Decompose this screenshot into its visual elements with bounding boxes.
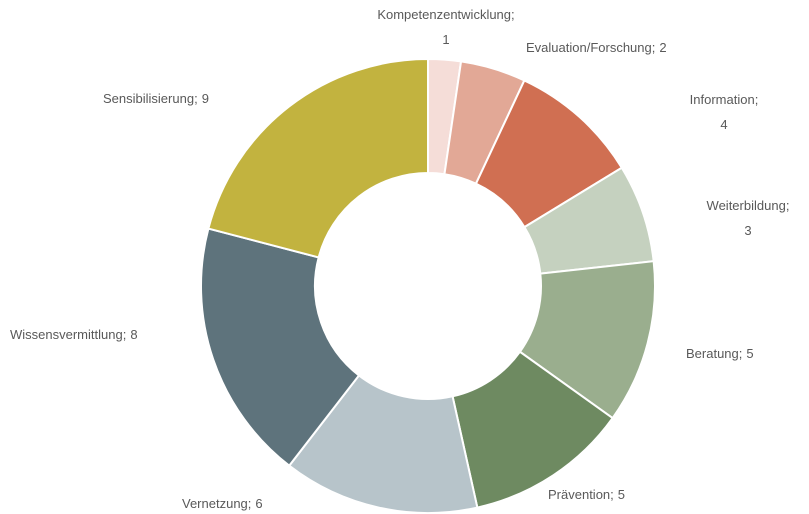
category-name: Kompetenzentwicklung: [377, 7, 511, 22]
label-separator: ;: [786, 198, 790, 213]
value-label: 9: [202, 91, 209, 106]
label-separator: ;: [652, 40, 656, 55]
data-label: Sensibilisierung; 9: [103, 91, 209, 106]
value-label: 3: [744, 223, 751, 238]
donut-slice: [200, 227, 361, 468]
category-name: Sensibilisierung: [103, 91, 194, 106]
category-name: Information: [690, 92, 755, 107]
label-separator: ;: [248, 496, 252, 511]
category-name: Beratung: [686, 346, 739, 361]
label-separator: ;: [123, 327, 127, 342]
value-label: 1: [442, 32, 449, 47]
data-label: Weiterbildung; 3: [707, 198, 790, 238]
donut-slice: [207, 57, 429, 259]
value-label: 5: [618, 487, 625, 502]
data-label: Information; 4: [690, 92, 759, 132]
label-separator: ;: [511, 7, 515, 22]
value-label: 2: [659, 40, 666, 55]
value-label: 6: [255, 496, 262, 511]
data-label: Kompetenzentwicklung; 1: [377, 7, 514, 47]
category-name: Evaluation/Forschung: [526, 40, 652, 55]
category-name: Wissensvermittlung: [10, 327, 123, 342]
data-label: Prävention; 5: [548, 487, 625, 502]
value-label: 5: [746, 346, 753, 361]
label-separator: ;: [194, 91, 198, 106]
category-name: Prävention: [548, 487, 610, 502]
data-label: Beratung; 5: [686, 346, 754, 361]
label-separator: ;: [739, 346, 743, 361]
label-separator: ;: [755, 92, 759, 107]
value-label: 4: [720, 117, 727, 132]
data-label: Evaluation/Forschung; 2: [526, 40, 667, 55]
category-name: Vernetzung: [182, 496, 248, 511]
value-label: 8: [130, 327, 137, 342]
category-name: Weiterbildung: [707, 198, 786, 213]
label-separator: ;: [610, 487, 614, 502]
data-label: Vernetzung; 6: [182, 496, 263, 511]
data-label: Wissensvermittlung; 8: [10, 327, 138, 342]
